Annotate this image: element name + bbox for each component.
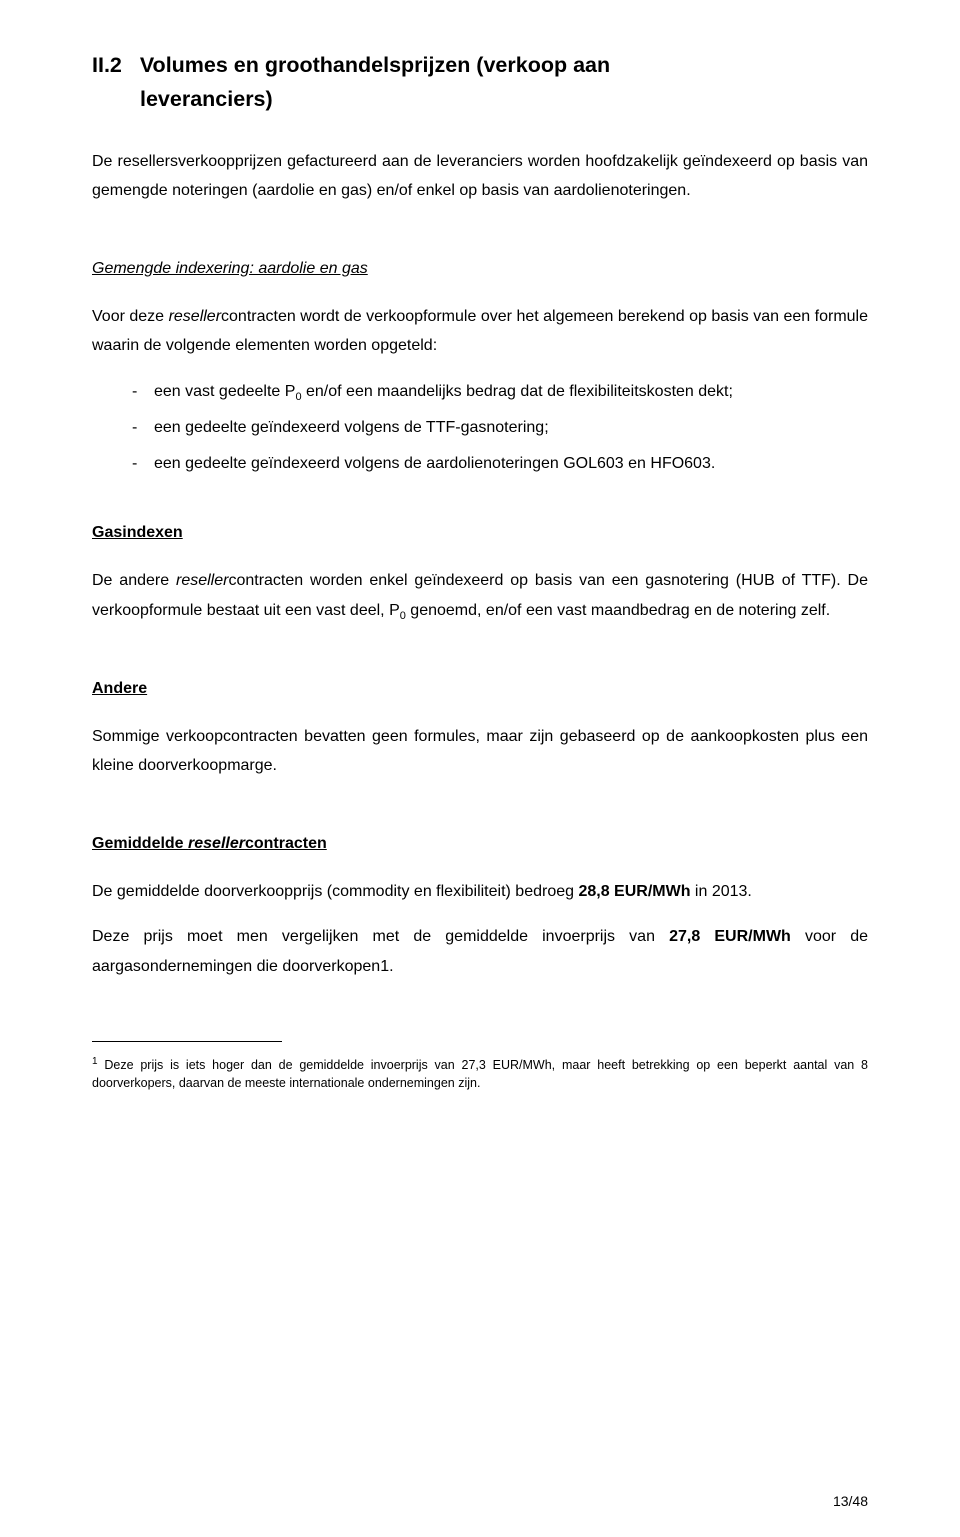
s4-p1: De gemiddelde doorverkoopprijs (commodit… bbox=[92, 877, 868, 907]
text-italic: reseller bbox=[176, 572, 228, 589]
intro-paragraph: De resellersverkoopprijzen gefactureerd … bbox=[92, 147, 868, 206]
heading-number: II.2 bbox=[92, 53, 122, 77]
text: De andere bbox=[92, 572, 176, 589]
s3-paragraph: Sommige verkoopcontracten bevatten geen … bbox=[92, 722, 868, 781]
text: Gemiddelde bbox=[92, 835, 188, 852]
list-item: een gedeelte geïndexeerd volgens de aard… bbox=[132, 449, 868, 479]
section-heading: II.2 Volumes en groothandelsprijzen (ver… bbox=[92, 48, 868, 117]
text: en/of een maandelijks bedrag dat de flex… bbox=[302, 383, 733, 400]
text: De gemiddelde doorverkoopprijs (commodit… bbox=[92, 883, 578, 900]
text-bold: 28,8 EUR/MWh bbox=[578, 883, 690, 900]
heading-line2: leveranciers) bbox=[92, 82, 868, 116]
heading-line1: Volumes en groothandelsprijzen (verkoop … bbox=[140, 53, 610, 77]
subheading-gemiddelde: Gemiddelde resellercontracten bbox=[92, 829, 868, 859]
page-number: 13/48 bbox=[833, 1493, 868, 1509]
s2-paragraph: De andere resellercontracten worden enke… bbox=[92, 566, 868, 626]
subheading-gemengde: Gemengde indexering: aardolie en gas bbox=[92, 254, 868, 284]
list-item: een gedeelte geïndexeerd volgens de TTF-… bbox=[132, 413, 868, 443]
text: Deze prijs moet men vergelijken met de g… bbox=[92, 928, 669, 945]
text-italic: reseller bbox=[169, 308, 221, 325]
text-bold: 27,8 EUR/MWh bbox=[669, 928, 791, 945]
subheading-gasindexen: Gasindexen bbox=[92, 518, 868, 548]
s1-lead: Voor deze resellercontracten wordt de ve… bbox=[92, 302, 868, 361]
text: contracten bbox=[245, 835, 327, 852]
text: genoemd, en/of een vast maandbedrag en d… bbox=[406, 602, 830, 619]
footnote: 1 Deze prijs is iets hoger dan de gemidd… bbox=[92, 1055, 868, 1092]
text: Voor deze bbox=[92, 308, 169, 325]
list-item: een vast gedeelte P0 en/of een maandelij… bbox=[132, 377, 868, 408]
s4-p2: Deze prijs moet men vergelijken met de g… bbox=[92, 922, 868, 981]
document-page: II.2 Volumes en groothandelsprijzen (ver… bbox=[0, 0, 960, 1537]
footnote-text: Deze prijs is iets hoger dan de gemiddel… bbox=[92, 1058, 868, 1090]
text: in 2013. bbox=[690, 883, 751, 900]
s1-list: een vast gedeelte P0 en/of een maandelij… bbox=[92, 377, 868, 479]
footnote-separator bbox=[92, 1041, 282, 1042]
text-italic: reseller bbox=[188, 835, 245, 852]
subheading-andere: Andere bbox=[92, 674, 868, 704]
text: een vast gedeelte P bbox=[154, 383, 295, 400]
